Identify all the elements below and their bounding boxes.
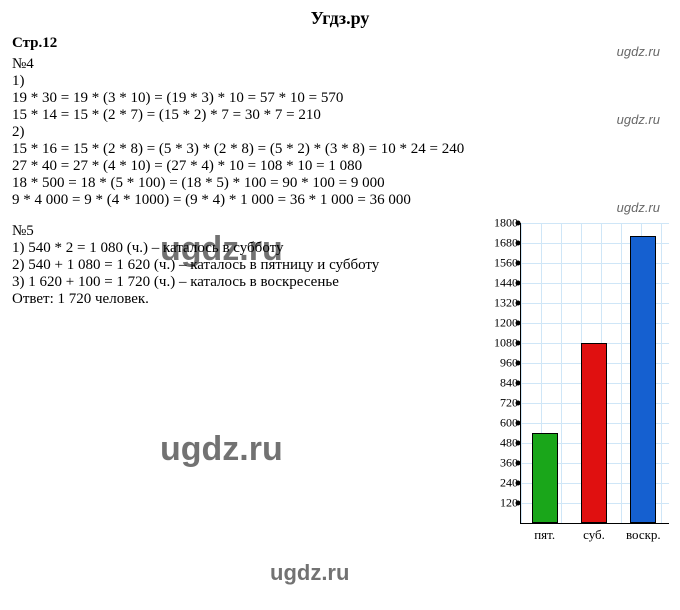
ex4-p2-l1: 15 * 16 = 15 * (2 * 8) = (5 * 3) * (2 * …	[12, 141, 668, 158]
ytick-dot	[516, 381, 521, 386]
ytick-label: 1560	[494, 256, 518, 271]
ytick-label: 1680	[494, 236, 518, 251]
ex4-p2-l2: 27 * 40 = 27 * (4 * 10) = (27 * 4) * 10 …	[12, 158, 668, 175]
chart-bar	[581, 343, 607, 523]
ytick-label: 1440	[494, 276, 518, 291]
ytick-dot	[516, 441, 521, 446]
chart-bar	[630, 236, 656, 523]
site-title: Угдз.ру	[12, 8, 668, 29]
ytick-dot	[516, 401, 521, 406]
ytick-dot	[516, 501, 521, 506]
ex4-p2-l4: 9 * 4 000 = 9 * (4 * 1000) = (9 * 4) * 1…	[12, 192, 668, 209]
chart-category-label: суб.	[572, 527, 616, 543]
ytick-label: 1800	[494, 216, 518, 231]
ytick-label: 1320	[494, 296, 518, 311]
ytick-dot	[516, 261, 521, 266]
page-label: Стр.12	[12, 35, 668, 52]
visitors-bar-chart: 1202403604806007208409601080120013201440…	[480, 223, 668, 543]
chart-bar	[532, 433, 558, 523]
ytick-label: 1080	[494, 336, 518, 351]
ytick-dot	[516, 461, 521, 466]
chart-category-label: воскр.	[621, 527, 665, 543]
ex5-l2: 3) 1 620 + 100 = 1 720 (ч.) – каталось в…	[12, 274, 379, 291]
ytick-dot	[516, 241, 521, 246]
ytick-dot	[516, 221, 521, 226]
ex5-l3: Ответ: 1 720 человек.	[12, 291, 379, 308]
ex4-label: №4	[12, 56, 668, 73]
ytick-dot	[516, 421, 521, 426]
watermark-big-3: ugdz.ru	[270, 560, 349, 586]
ytick-dot	[516, 301, 521, 306]
ex4-p2-l0: 2)	[12, 124, 668, 141]
chart-category-label: пят.	[523, 527, 567, 543]
ex5-l1: 2) 540 + 1 080 = 1 620 (ч.) – каталось в…	[12, 257, 379, 274]
ex5-label: №5	[12, 223, 379, 240]
ytick-dot	[516, 341, 521, 346]
ex5-l0: 1) 540 * 2 = 1 080 (ч.) – каталось в суб…	[12, 240, 379, 257]
ytick-dot	[516, 481, 521, 486]
ytick-label: 1200	[494, 316, 518, 331]
ex4-p1-l1: 19 * 30 = 19 * (3 * 10) = (19 * 3) * 10 …	[12, 90, 668, 107]
ytick-dot	[516, 361, 521, 366]
ex4-p1-l0: 1)	[12, 73, 668, 90]
ex4-p2-l3: 18 * 500 = 18 * (5 * 100) = (18 * 5) * 1…	[12, 175, 668, 192]
ytick-dot	[516, 321, 521, 326]
ytick-dot	[516, 281, 521, 286]
ex4-p1-l2: 15 * 14 = 15 * (2 * 7) = (15 * 2) * 7 = …	[12, 107, 668, 124]
